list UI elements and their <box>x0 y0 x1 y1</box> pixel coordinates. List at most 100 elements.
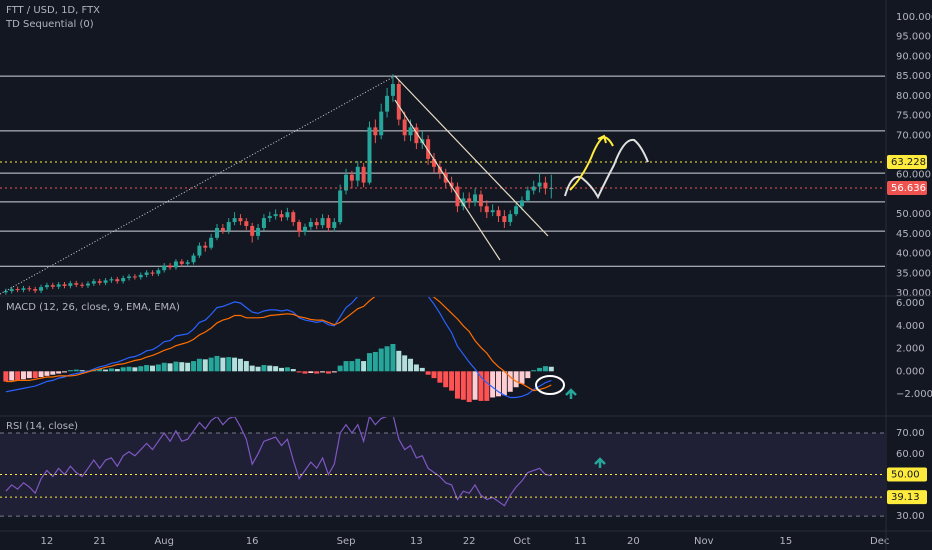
y-tick-label: 30.00 <box>896 511 925 522</box>
candle-body <box>273 214 278 217</box>
candle-body <box>291 212 296 223</box>
candle-body <box>185 262 190 264</box>
x-tick-label: 21 <box>93 536 106 547</box>
x-tick-label: Nov <box>694 536 714 547</box>
candle-body <box>396 84 401 120</box>
histogram-bar <box>396 350 402 372</box>
histogram-bar <box>202 359 208 372</box>
macd-pane <box>3 297 554 403</box>
candle-body <box>197 245 202 256</box>
x-tick-label: 13 <box>410 536 423 547</box>
y-tick-label: 70.00 <box>896 428 925 439</box>
indicator-line <box>5 297 552 399</box>
candle-body <box>467 198 472 203</box>
candle-body <box>502 216 507 223</box>
histogram-bar <box>114 369 120 372</box>
candle-body <box>74 283 79 285</box>
rsi-band <box>0 432 885 517</box>
histogram-bar <box>296 371 302 373</box>
histogram-bar <box>97 369 103 372</box>
histogram-bar <box>149 365 155 372</box>
candle-body <box>484 206 489 213</box>
candle-body <box>80 284 85 286</box>
histogram-bar <box>314 371 320 374</box>
histogram-bar <box>155 364 161 372</box>
histogram-bar <box>173 361 179 372</box>
candle-body <box>44 285 49 288</box>
candle-body <box>91 281 96 284</box>
y-tick-label: 75.000 <box>896 111 931 122</box>
indicator-title: MACD (12, 26, close, 9, EMA, EMA) <box>6 302 180 313</box>
histogram-bar <box>431 371 437 379</box>
histogram-bar <box>331 371 337 373</box>
candle-body <box>256 227 261 236</box>
candle-body <box>426 139 431 159</box>
y-tick-label: −2.000 <box>896 389 932 400</box>
candle-body <box>15 289 20 291</box>
candle-body <box>473 194 478 203</box>
candle-body <box>3 291 8 293</box>
y-tick-label: 4.000 <box>896 321 925 332</box>
candle-body <box>379 111 384 136</box>
candle-body <box>27 288 32 290</box>
candle-body <box>332 222 337 228</box>
candle-body <box>431 158 436 167</box>
x-tick-label: Sep <box>337 536 356 547</box>
x-tick-label: 20 <box>627 536 640 547</box>
histogram-bar <box>496 371 502 397</box>
candle-body <box>250 225 255 236</box>
candle-body <box>33 289 38 291</box>
candle-body <box>537 182 542 187</box>
histogram-bar <box>308 371 314 374</box>
histogram-bar <box>38 371 44 377</box>
candle-body <box>85 283 90 286</box>
y-tick-label: 30.000 <box>896 288 931 299</box>
histogram-bar <box>126 366 132 372</box>
axes: 12 21 Aug 16 Sep 13 22 Oct 11 20 Nov 15 Dec 63.228 56.… <box>41 12 932 547</box>
y-tick-label: 85.000 <box>896 71 931 82</box>
candle-body <box>496 210 501 217</box>
histogram-bar <box>384 346 390 372</box>
y-tick-label: 60.00 <box>896 449 925 460</box>
y-tick-label: 100.000 <box>896 12 932 23</box>
histogram-bar <box>284 367 290 372</box>
indicator-line <box>5 297 552 392</box>
histogram-bar <box>548 366 554 372</box>
y-tick-label: 2.000 <box>896 344 925 355</box>
histogram-bar <box>108 368 114 372</box>
histogram-bar <box>408 358 414 372</box>
x-tick-label: Oct <box>513 536 530 547</box>
histogram-bar <box>478 371 484 401</box>
candle-body <box>525 190 530 201</box>
candle-body <box>261 218 266 228</box>
up-arrow <box>594 457 606 468</box>
y-tick-label: 35.000 <box>896 268 931 279</box>
channel-line <box>394 99 501 261</box>
histogram-bar <box>144 365 150 372</box>
candle-body <box>490 210 495 213</box>
candle-body <box>226 222 231 231</box>
histogram-bar <box>466 371 472 403</box>
histogram-bar <box>67 370 73 372</box>
rsi-pane <box>0 417 885 517</box>
highlight-circle <box>535 375 565 395</box>
histogram-bar <box>243 361 249 372</box>
histogram-bar <box>132 367 138 372</box>
candle-body <box>349 174 354 181</box>
candle-body <box>214 227 219 238</box>
histogram-bar <box>185 362 191 372</box>
histogram-bar <box>191 361 197 372</box>
histogram-bar <box>15 371 21 381</box>
histogram-bar <box>290 369 296 372</box>
trend-line <box>0 75 396 295</box>
x-tick-label: 12 <box>41 536 54 547</box>
candle-body <box>361 166 366 183</box>
candle-body <box>168 265 173 268</box>
price-label: 56.636 <box>891 183 926 194</box>
candle-body <box>437 166 442 173</box>
candle-body <box>514 206 519 215</box>
histogram-bar <box>9 371 15 381</box>
candle-body <box>449 182 454 187</box>
